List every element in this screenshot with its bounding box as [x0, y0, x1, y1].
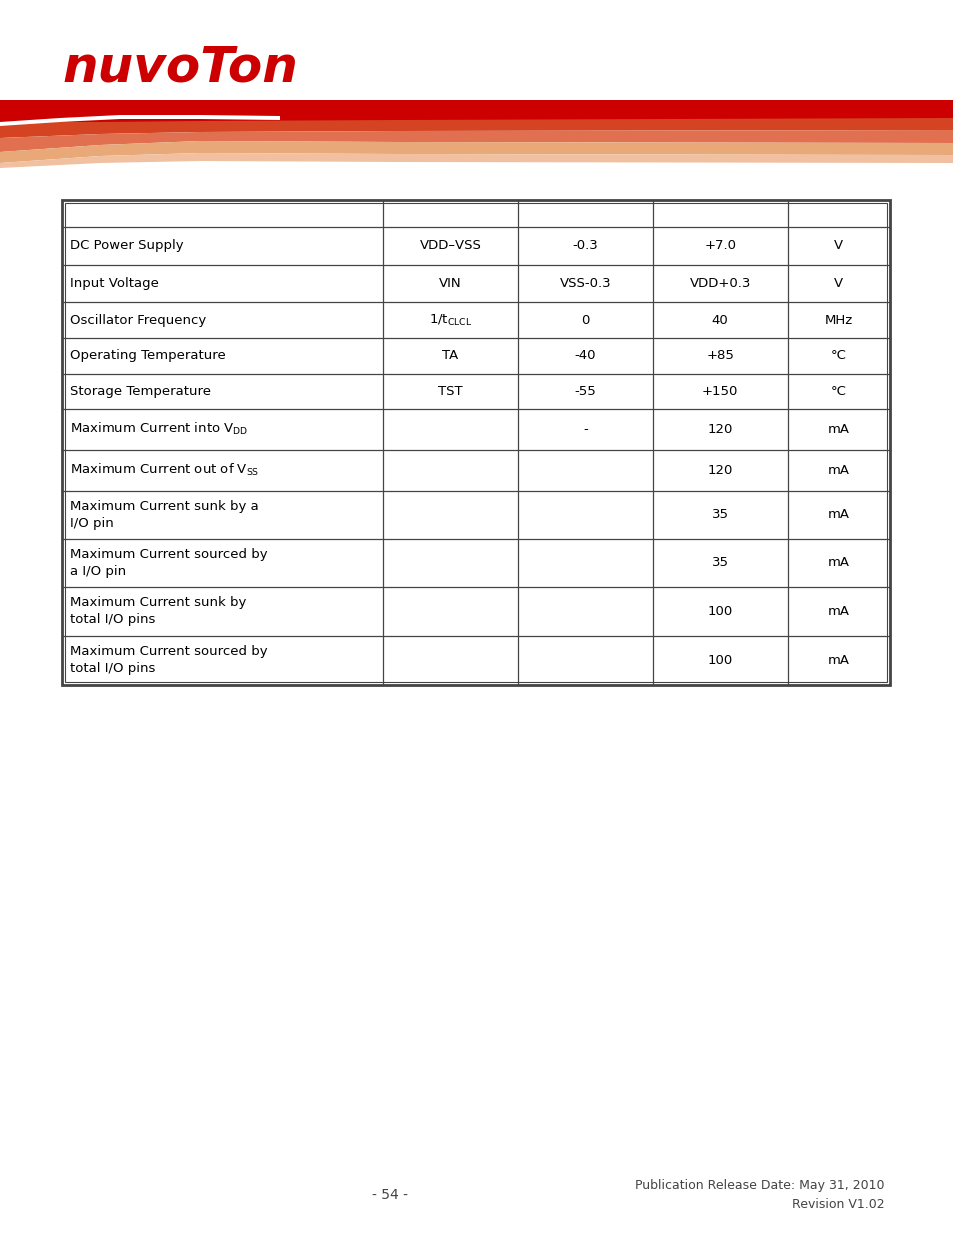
Text: -0.3: -0.3 [572, 240, 598, 252]
Polygon shape [0, 141, 953, 163]
Text: VDD–VSS: VDD–VSS [419, 240, 481, 252]
Text: - 54 -: - 54 - [372, 1188, 408, 1202]
Polygon shape [0, 153, 953, 168]
Text: mA: mA [827, 556, 849, 569]
Text: mA: mA [827, 605, 849, 618]
Text: Maximum Current into V$_{\mathregular{DD}}$: Maximum Current into V$_{\mathregular{DD… [70, 421, 248, 437]
Text: V: V [833, 277, 842, 290]
Text: -: - [582, 422, 587, 436]
Bar [65, 203, 886, 682]
Text: °C: °C [830, 350, 846, 362]
Text: MHz: MHz [823, 314, 852, 327]
Text: 120: 120 [707, 422, 732, 436]
Bar [0, 100, 953, 122]
Text: Maximum Current out of V$_{\mathregular{SS}}$: Maximum Current out of V$_{\mathregular{… [70, 462, 259, 478]
Text: 100: 100 [707, 605, 732, 618]
Text: nuvoTon: nuvoTon [62, 44, 297, 91]
Text: Maximum Current sunk by a
I/O pin: Maximum Current sunk by a I/O pin [70, 500, 258, 530]
Text: Storage Temperature: Storage Temperature [70, 385, 211, 398]
Text: VSS-0.3: VSS-0.3 [558, 277, 611, 290]
Text: DC Power Supply: DC Power Supply [70, 240, 183, 252]
Text: Maximum Current sourced by
total I/O pins: Maximum Current sourced by total I/O pin… [70, 646, 268, 676]
Text: -40: -40 [574, 350, 596, 362]
Text: mA: mA [827, 655, 849, 667]
Text: mA: mA [827, 422, 849, 436]
Text: +85: +85 [705, 350, 734, 362]
Text: +7.0: +7.0 [703, 240, 736, 252]
Text: Publication Release Date: May 31, 2010: Publication Release Date: May 31, 2010 [635, 1178, 884, 1192]
Text: TST: TST [437, 385, 462, 398]
Text: V: V [833, 240, 842, 252]
Text: 100: 100 [707, 655, 732, 667]
Text: 0: 0 [580, 314, 589, 327]
Text: VIN: VIN [438, 277, 461, 290]
Text: TA: TA [442, 350, 458, 362]
Text: 40: 40 [711, 314, 728, 327]
Text: 35: 35 [711, 556, 728, 569]
Text: +150: +150 [701, 385, 738, 398]
Text: 120: 120 [707, 463, 732, 477]
Polygon shape [0, 130, 953, 152]
Text: -55: -55 [574, 385, 596, 398]
Text: mA: mA [827, 463, 849, 477]
Text: Operating Temperature: Operating Temperature [70, 350, 226, 362]
Polygon shape [0, 115, 280, 126]
Text: Maximum Current sunk by
total I/O pins: Maximum Current sunk by total I/O pins [70, 597, 246, 626]
Text: Maximum Current sourced by
a I/O pin: Maximum Current sourced by a I/O pin [70, 547, 268, 578]
Text: °C: °C [830, 385, 846, 398]
Text: Revision V1.02: Revision V1.02 [792, 1198, 884, 1212]
Text: Oscillator Frequency: Oscillator Frequency [70, 314, 206, 327]
Text: mA: mA [827, 508, 849, 521]
Text: 1/t$_{\mathregular{CLCL}}$: 1/t$_{\mathregular{CLCL}}$ [428, 312, 472, 327]
Text: Input Voltage: Input Voltage [70, 277, 159, 290]
Text: VDD+0.3: VDD+0.3 [689, 277, 750, 290]
Polygon shape [0, 119, 953, 138]
Text: 35: 35 [711, 508, 728, 521]
Bar [62, 200, 889, 685]
